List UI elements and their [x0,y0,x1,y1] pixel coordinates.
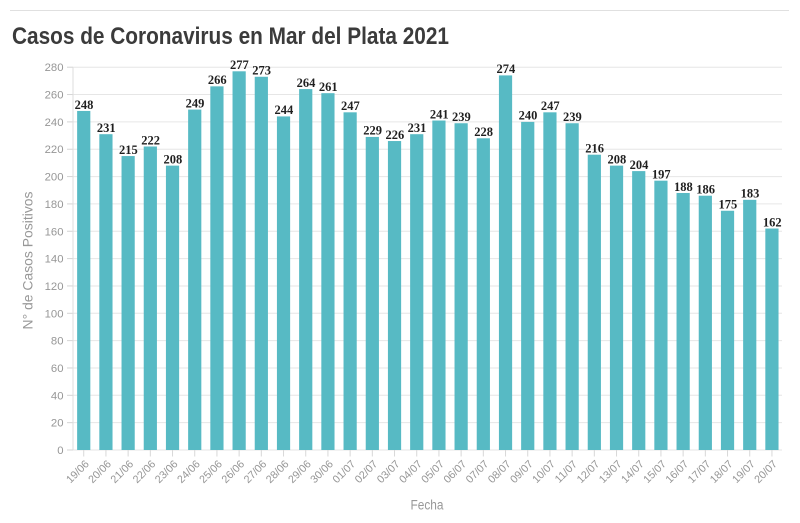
svg-text:80: 80 [51,336,64,348]
svg-text:248: 248 [75,98,94,112]
svg-text:200: 200 [45,172,64,184]
svg-text:240: 240 [45,117,64,129]
svg-text:208: 208 [607,152,626,166]
svg-text:Casos de Coronavirus en Mar de: Casos de Coronavirus en Mar del Plata 20… [12,23,449,50]
svg-text:100: 100 [45,308,64,320]
svg-text:180: 180 [45,199,64,211]
svg-text:02/07: 02/07 [353,458,381,486]
svg-text:249: 249 [186,96,205,110]
svg-text:215: 215 [119,143,138,157]
svg-text:09/07: 09/07 [508,458,536,486]
svg-text:30/06: 30/06 [308,458,336,486]
svg-text:03/07: 03/07 [375,458,403,486]
svg-text:231: 231 [97,121,116,135]
svg-text:01/07: 01/07 [331,458,359,486]
svg-text:140: 140 [45,254,64,266]
svg-text:26/06: 26/06 [220,458,248,486]
svg-text:15/07: 15/07 [641,458,669,486]
svg-text:261: 261 [319,80,338,94]
svg-text:08/07: 08/07 [486,458,514,486]
svg-text:18/07: 18/07 [708,458,736,486]
svg-text:19/06: 19/06 [64,458,92,486]
svg-text:228: 228 [474,125,493,139]
svg-text:160: 160 [45,226,64,238]
svg-text:277: 277 [230,58,249,72]
svg-text:162: 162 [763,215,782,229]
svg-text:120: 120 [45,281,64,293]
svg-text:29/06: 29/06 [286,458,314,486]
svg-text:04/07: 04/07 [397,458,425,486]
svg-text:11/07: 11/07 [553,459,580,486]
svg-text:229: 229 [363,124,382,138]
svg-text:Fecha: Fecha [411,498,444,513]
svg-text:27/06: 27/06 [242,458,270,486]
svg-text:264: 264 [297,76,317,90]
svg-text:60: 60 [51,363,64,375]
svg-text:273: 273 [252,64,271,78]
svg-text:17/07: 17/07 [686,458,714,486]
svg-text:241: 241 [430,107,449,121]
svg-text:240: 240 [519,109,538,123]
svg-text:222: 222 [141,133,160,147]
svg-text:05/07: 05/07 [419,458,447,486]
svg-text:25/06: 25/06 [197,458,225,486]
svg-text:266: 266 [208,73,227,87]
svg-text:10/07: 10/07 [530,458,558,486]
svg-text:204: 204 [630,158,650,172]
svg-text:183: 183 [741,187,760,201]
svg-text:280: 280 [45,62,64,74]
svg-text:239: 239 [563,110,582,124]
svg-text:216: 216 [585,142,604,156]
svg-text:247: 247 [541,99,560,113]
svg-text:208: 208 [163,152,182,166]
svg-text:19/07: 19/07 [730,458,758,486]
svg-text:22/06: 22/06 [131,458,159,486]
svg-text:239: 239 [452,110,471,124]
svg-text:14/07: 14/07 [619,458,647,486]
svg-text:16/07: 16/07 [664,458,692,486]
svg-text:186: 186 [696,183,715,197]
svg-text:20: 20 [51,418,64,430]
svg-text:244: 244 [274,103,294,117]
svg-text:260: 260 [45,90,64,102]
svg-text:226: 226 [385,128,404,142]
svg-text:197: 197 [652,167,671,181]
svg-text:23/06: 23/06 [153,458,181,486]
svg-text:N° de Casos Positivos: N° de Casos Positivos [21,191,36,329]
svg-text:40: 40 [51,390,64,402]
svg-text:274: 274 [496,62,516,76]
svg-text:220: 220 [45,144,64,156]
svg-text:21/06: 21/06 [109,458,137,486]
svg-text:175: 175 [718,198,737,212]
svg-text:247: 247 [341,99,360,113]
svg-text:12/07: 12/07 [575,458,603,486]
svg-text:20/07: 20/07 [752,458,780,486]
svg-text:06/07: 06/07 [442,458,470,486]
svg-text:13/07: 13/07 [597,458,625,486]
svg-text:07/07: 07/07 [464,458,492,486]
svg-text:0: 0 [57,445,63,457]
svg-text:188: 188 [674,180,693,194]
svg-text:28/06: 28/06 [264,458,292,486]
svg-text:24/06: 24/06 [175,458,203,486]
svg-text:231: 231 [408,121,427,135]
svg-text:20/06: 20/06 [86,458,114,486]
